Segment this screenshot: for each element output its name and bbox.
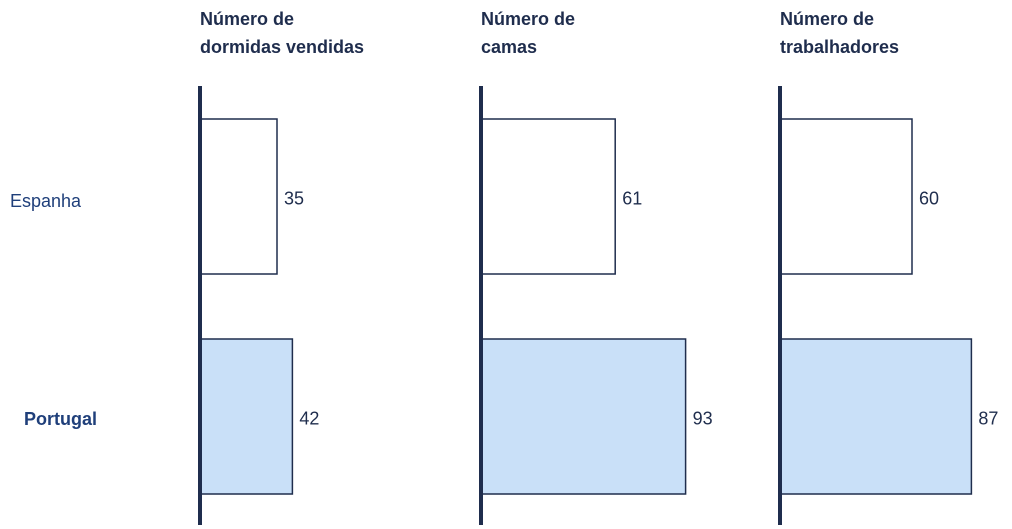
row-label-portugal: Portugal bbox=[24, 409, 97, 429]
data-label-espanha-2: 61 bbox=[622, 189, 642, 209]
panel-title-line: trabalhadores bbox=[780, 37, 899, 57]
panel-title-line: camas bbox=[481, 37, 537, 57]
bar-portugal-3 bbox=[779, 338, 973, 495]
bar-espanha-3 bbox=[779, 118, 913, 275]
data-label-espanha-1: 35 bbox=[284, 189, 304, 209]
row-label-espanha: Espanha bbox=[10, 191, 82, 211]
data-label-portugal-2: 93 bbox=[693, 409, 713, 429]
panel-title-line: Número de bbox=[200, 9, 294, 29]
bar-portugal-1 bbox=[199, 338, 294, 495]
panel-title-3: Número de trabalhadores bbox=[780, 9, 899, 57]
panel-title-2: Número de camas bbox=[481, 9, 575, 57]
bar-portugal-2 bbox=[480, 338, 687, 495]
data-label-portugal-1: 42 bbox=[299, 409, 319, 429]
panel-title-line: Número de bbox=[481, 9, 575, 29]
panel-title-line: dormidas vendidas bbox=[200, 37, 364, 57]
bar-espanha-1 bbox=[199, 118, 278, 275]
panel-title-line: Número de bbox=[780, 9, 874, 29]
panel-title-1: Número de dormidas vendidas bbox=[200, 9, 364, 57]
data-label-portugal-3: 87 bbox=[978, 409, 998, 429]
bar-espanha-2 bbox=[480, 118, 616, 275]
data-label-espanha-3: 60 bbox=[919, 189, 939, 209]
